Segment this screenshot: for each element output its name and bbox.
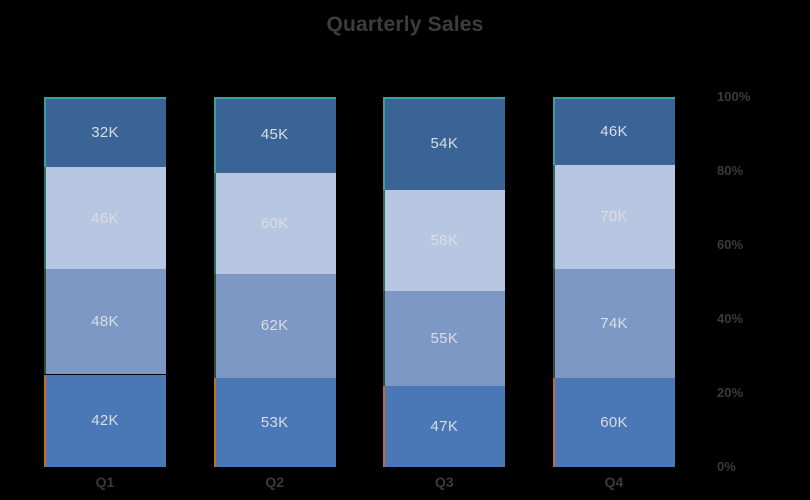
y-axis-tick-label: 20% bbox=[717, 385, 744, 400]
bar-segment-Q3-segment-bottom: 47K bbox=[383, 385, 506, 467]
bar-segment-Q3-segment-lower-middle: 55K bbox=[383, 290, 506, 386]
bar-segment-Q4-segment-lower-middle: 74K bbox=[553, 268, 675, 379]
bar-segment-Q1-segment-bottom: 42K bbox=[44, 374, 166, 467]
x-axis-label-Q3: Q3 bbox=[434, 474, 454, 490]
segment-value-label: 48K bbox=[91, 313, 119, 331]
segment-value-label: 53K bbox=[260, 413, 289, 431]
bar-segment-Q1-segment-top: 32K bbox=[44, 97, 166, 168]
bar-segment-Q3-segment-upper-middle: 58K bbox=[383, 190, 506, 291]
segment-value-label: 60K bbox=[260, 214, 289, 232]
segment-value-label: 54K bbox=[430, 135, 459, 153]
bar-segment-Q4-segment-top: 46K bbox=[553, 97, 675, 166]
bar-segment-Q4-segment-bottom: 60K bbox=[553, 378, 675, 467]
segment-value-label: 32K bbox=[91, 123, 119, 141]
bar-Q2: 45K 60K 62K 53K bbox=[213, 97, 336, 467]
y-axis-tick-label: 80% bbox=[717, 163, 744, 178]
bar-segment-Q4-segment-upper-middle: 70K bbox=[553, 165, 675, 269]
segment-value-label: 62K bbox=[260, 317, 289, 335]
y-axis-tick-label: 0% bbox=[717, 459, 736, 474]
bar-Q4: 46K 70K 74K 60K bbox=[553, 97, 675, 467]
y-axis-tick-label: 100% bbox=[717, 89, 751, 104]
segment-value-label: 42K bbox=[91, 412, 119, 430]
segment-value-label: 60K bbox=[600, 414, 628, 432]
bar-Q1: 32K 46K 48K 42K bbox=[44, 97, 166, 467]
y-axis-tick-label: 60% bbox=[717, 237, 744, 252]
bar-Q3: 54K 58K 55K 47K bbox=[383, 97, 506, 467]
segment-value-label: 74K bbox=[600, 314, 628, 332]
bar-segment-Q1-segment-upper-middle: 46K bbox=[44, 167, 166, 269]
segment-value-label: 55K bbox=[430, 329, 459, 347]
bar-segment-Q1-segment-lower-middle: 48K bbox=[44, 268, 166, 375]
chart-title: Quarterly Sales bbox=[326, 13, 484, 36]
x-axis-label-Q2: Q2 bbox=[265, 474, 284, 490]
x-axis-label-Q1: Q1 bbox=[95, 474, 115, 490]
segment-value-label: 46K bbox=[600, 122, 628, 140]
plot-area: 32K 46K 48K 42K 45K 60K 62K 53K 54K 58K 55K 47K 46K 7… bbox=[44, 97, 675, 467]
x-axis-label-Q4: Q4 bbox=[604, 474, 624, 490]
bar-segment-Q3-segment-top: 54K bbox=[383, 97, 506, 191]
segment-value-label: 45K bbox=[260, 126, 289, 144]
bar-segment-Q2-segment-upper-middle: 60K bbox=[213, 172, 336, 274]
bar-segment-Q2-segment-bottom: 53K bbox=[213, 377, 336, 467]
bar-segment-Q2-segment-top: 45K bbox=[213, 97, 336, 173]
segment-value-label: 47K bbox=[430, 417, 459, 435]
bar-segment-Q2-segment-lower-middle: 62K bbox=[213, 273, 336, 378]
segment-value-label: 70K bbox=[600, 208, 628, 226]
segment-value-label: 58K bbox=[430, 231, 459, 249]
segment-value-label: 46K bbox=[91, 209, 119, 227]
y-axis-tick-label: 40% bbox=[717, 311, 744, 326]
